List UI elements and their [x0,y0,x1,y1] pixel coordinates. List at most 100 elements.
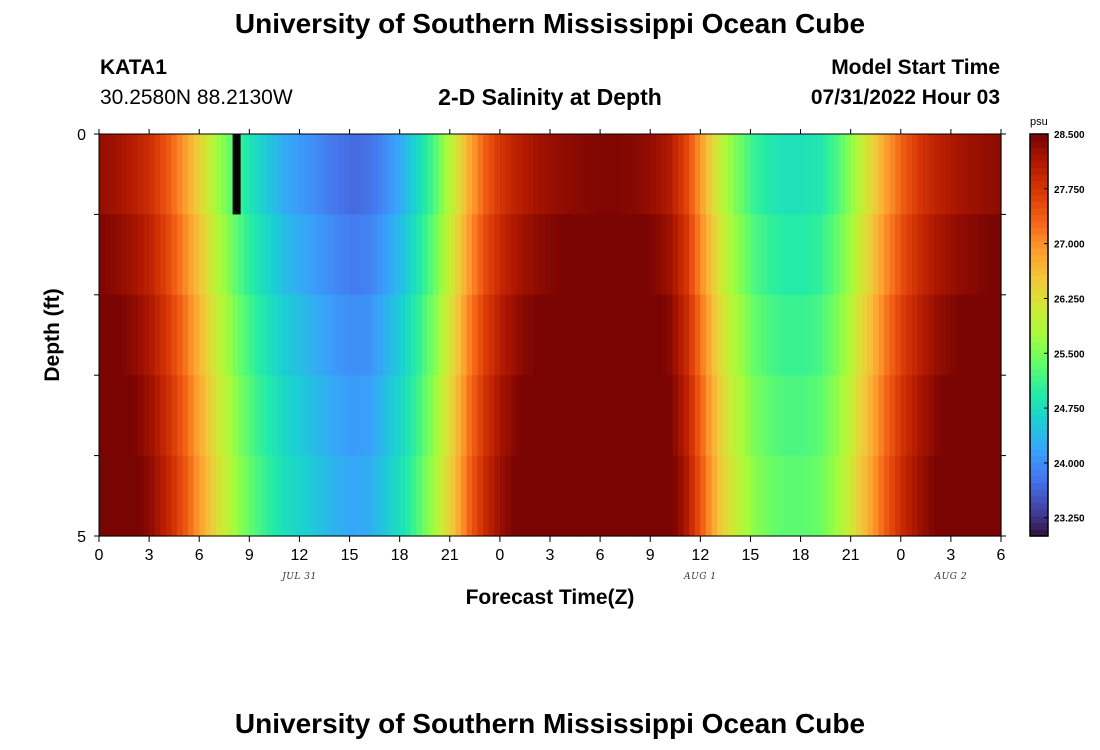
heatmap-cell [165,134,172,215]
heatmap-cell [650,455,657,537]
heatmap-cell [399,455,406,537]
heatmap-cell [550,134,557,215]
heatmap-cell [655,455,662,537]
heatmap-cell [516,455,523,537]
heatmap-cell [794,294,802,376]
heatmap-cell [622,134,629,215]
colorbar-segment [1030,515,1048,524]
colorbar-segment [1030,261,1048,269]
heatmap-cell [639,455,646,537]
heatmap-cell [310,214,317,296]
heatmap-cell [382,375,390,457]
heatmap-cell [338,455,345,537]
plot-title: 2-D Salinity at Depth [438,84,662,110]
heatmap-cell [767,375,774,457]
heatmap-cell [227,294,234,376]
colorbar-tick-label: 27.750 [1054,185,1085,196]
heatmap-cell [967,375,974,457]
heatmap-cell [622,455,629,537]
heatmap-cell [477,214,484,296]
heatmap-cell [550,294,557,376]
heatmap-cell [171,455,178,537]
heatmap-cell [215,134,223,215]
heatmap-cell [722,134,729,215]
heatmap-cell [538,134,546,215]
heatmap-cell [310,455,317,537]
heatmap-cell [271,214,278,296]
colorbar: 28.500 27.750 27.000 26.250 25.500 24.750 24.0… [1029,130,1085,537]
heatmap-cell [594,294,601,376]
colorbar-segment [1030,402,1048,410]
heatmap-cell [761,455,768,537]
heatmap-cell [277,455,284,537]
heatmap-cell [394,294,401,376]
heatmap-cell [115,134,122,215]
heatmap-cell [783,134,791,215]
x-tick-label: 15 [341,547,359,564]
heatmap-cell [850,214,857,296]
heatmap-cell [761,294,768,376]
heatmap-cell [377,294,384,376]
heatmap-cell [856,375,863,457]
heatmap-cell [410,375,417,457]
heatmap-cell [110,294,117,376]
heatmap-cell [466,455,473,537]
heatmap-cell [327,375,334,457]
colorbar-segment [1030,281,1048,289]
heatmap-cell [639,375,646,457]
heatmap-cell [316,455,323,537]
heatmap-cell [900,375,907,457]
heatmap-cell [872,455,880,537]
heatmap-cell [243,455,250,537]
heatmap-cell [154,455,161,537]
heatmap-cell [143,294,150,376]
station-coords: 30.2580N 88.2130W [100,86,293,109]
heatmap-cell [416,134,423,215]
heatmap-cell [633,214,640,296]
x-axis-title: Forecast Time(Z) [466,586,635,609]
heatmap-cell [845,294,852,376]
heatmap-cell [176,214,184,296]
colorbar-segment [1030,227,1048,236]
heatmap-cell [973,375,980,457]
heatmap-cell [182,134,189,215]
heatmap-cell [561,134,568,215]
heatmap-cell [449,375,456,457]
heatmap-cell [199,294,206,376]
heatmap-cell [160,375,167,457]
heatmap-cell [349,375,356,457]
heatmap-cell [884,214,891,296]
heatmap-cell [99,294,106,376]
heatmap-cell [260,214,267,296]
heatmap-cell [499,214,507,296]
heatmap-cell [895,455,902,537]
heatmap-cell [433,455,440,537]
heatmap-cell [221,214,228,296]
heatmap-cell [371,214,378,296]
heatmap-cell [399,134,406,215]
heatmap-cell [666,134,674,215]
heatmap-cell [845,375,852,457]
heatmap-cell [204,214,211,296]
heatmap-cell [176,134,184,215]
heatmap-cell [321,294,328,376]
heatmap-cell [371,134,378,215]
colorbar-segment [1030,214,1048,222]
heatmap-cell [627,375,635,457]
heatmap-cell [421,214,429,296]
heatmap-cell [505,214,512,296]
heatmap-cell [243,134,250,215]
heatmap-cell [923,294,930,376]
heatmap-cell [778,294,785,376]
heatmap-cell [611,214,618,296]
heatmap-cell [806,214,813,296]
heatmap-cell [984,294,991,376]
heatmap-cell [204,375,211,457]
heatmap-cell [828,455,835,537]
heatmap-cell [989,294,997,376]
heatmap-cell [806,455,813,537]
heatmap-cell [861,294,868,376]
heatmap-cell [956,214,963,296]
heatmap-cell [438,455,445,537]
